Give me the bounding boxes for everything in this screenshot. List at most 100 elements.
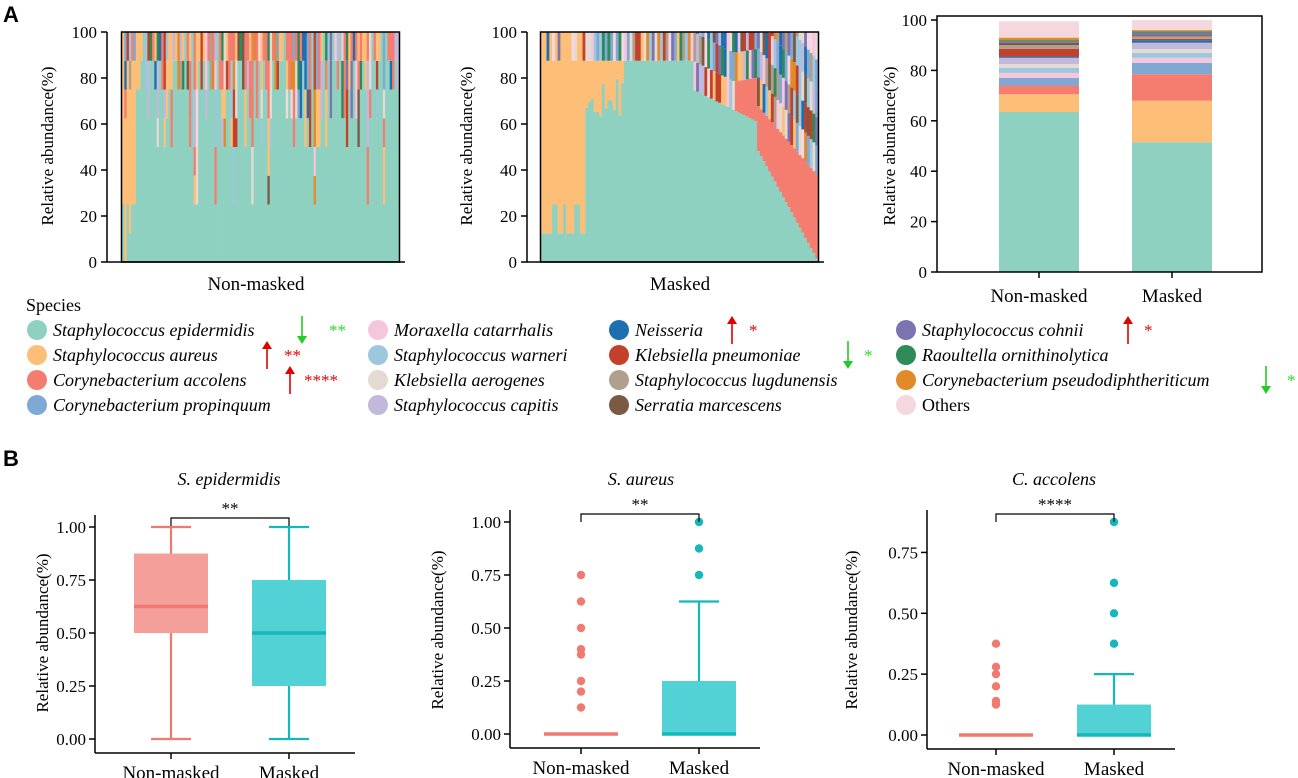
stacked-bar-segment: [999, 67, 1079, 73]
bar-segment: [804, 132, 808, 162]
bar-segment: [251, 60, 254, 90]
legend-item-label: Staphylococcus aureus: [53, 345, 218, 365]
bar-segment: [295, 60, 298, 119]
bar-segment: [660, 32, 664, 61]
bar-segment: [806, 32, 811, 50]
bar-segment: [696, 32, 700, 35]
bar-segment: [660, 60, 664, 262]
bar-segment: [302, 32, 305, 61]
bar-segment: [133, 204, 137, 262]
bar-segment: [698, 32, 703, 36]
bar-segment: [276, 60, 280, 90]
bar-segment: [793, 119, 797, 149]
bar-segment: [732, 32, 736, 53]
bar-segment: [590, 60, 595, 100]
y-tick-label: 0.50: [56, 624, 86, 643]
bar-segment: [723, 76, 727, 106]
bar-segment: [214, 60, 218, 90]
bar-segment: [212, 60, 215, 90]
chart-title: S. aureus: [608, 469, 674, 489]
bar-segment: [253, 32, 257, 61]
bar-segment: [124, 60, 128, 90]
bar-segment: [149, 60, 153, 262]
bar-segment: [126, 60, 130, 205]
bar-segment: [759, 80, 763, 110]
bar-segment: [325, 60, 328, 90]
bar-segment: [790, 212, 794, 262]
bar-segment: [170, 32, 174, 61]
bar-segment: [345, 32, 349, 61]
bar-segment: [292, 60, 296, 90]
bar-segment: [223, 118, 227, 147]
bar-segment: [200, 32, 204, 90]
bar-segment: [743, 50, 747, 80]
bar-segment: [359, 89, 363, 262]
outlier-point: [576, 570, 586, 580]
y-tick-label: 60: [80, 115, 97, 134]
bar-segment: [762, 112, 766, 162]
bar-segment: [734, 81, 739, 112]
bar-segment: [773, 68, 777, 97]
bar-segment: [618, 32, 622, 61]
legend-swatch: [896, 395, 916, 415]
bar-segment: [320, 60, 324, 119]
bar-segment: [276, 32, 280, 61]
stacked-bar-segment: [1132, 20, 1212, 31]
bar-segment: [239, 60, 243, 262]
bar-segment: [715, 43, 719, 73]
bar-segment: [230, 147, 234, 262]
bar-segment: [712, 42, 716, 72]
bar-segment: [163, 32, 167, 90]
bar-segment: [541, 32, 545, 234]
bar-segment: [637, 32, 642, 61]
bar-segment: [718, 74, 722, 103]
bar-segment: [815, 116, 819, 146]
bar-segment: [188, 32, 192, 61]
bar-segment: [770, 36, 775, 65]
bar-segment: [147, 118, 151, 262]
bar-segment: [133, 60, 137, 205]
bar-segment: [350, 60, 354, 119]
bar-segment: [170, 60, 174, 90]
bar-segment: [729, 79, 733, 109]
bar-segment: [546, 60, 550, 234]
bar-segment: [308, 147, 312, 262]
stacked-bar-segment: [1132, 100, 1212, 143]
bar-segment: [809, 32, 813, 53]
bar-segment: [165, 32, 169, 61]
significance-stars: *: [1287, 371, 1296, 390]
bar-segment: [385, 32, 388, 262]
bar-segment: [396, 32, 400, 90]
bar-segment: [704, 32, 708, 39]
legend-item-label: Klebsiella aerogenes: [393, 370, 545, 390]
bar-segment: [646, 60, 650, 262]
bar-segment: [163, 118, 167, 147]
bar-segment: [707, 68, 711, 98]
bar-segment: [223, 32, 227, 90]
bar-segment: [640, 32, 644, 61]
bar-segment: [607, 100, 611, 262]
bar-segment: [748, 50, 752, 79]
bar-segment: [366, 89, 370, 147]
bar-segment: [292, 32, 296, 61]
box-iqr: [134, 553, 208, 633]
bar-segment: [218, 60, 222, 90]
bar-segment: [205, 32, 208, 90]
bar-segment: [781, 32, 786, 50]
bar-segment: [596, 32, 600, 61]
bar-segment: [248, 32, 252, 61]
bar-segment: [779, 103, 783, 133]
bar-segment: [624, 32, 628, 61]
bar-segment: [188, 118, 192, 147]
bar-segment: [693, 32, 697, 62]
bar-segment: [618, 114, 622, 263]
bar-segment: [745, 32, 750, 51]
legend-item-label: Staphylococcus warneri: [394, 345, 567, 365]
bar-segment: [784, 81, 788, 110]
legend-title: Species: [26, 295, 81, 315]
bar-segment: [163, 147, 167, 262]
y-axis-label: Relative abundance(%): [38, 66, 57, 225]
bar-segment: [170, 147, 174, 262]
y-tick-label: 0.00: [888, 726, 918, 745]
bar-segment: [740, 113, 744, 262]
